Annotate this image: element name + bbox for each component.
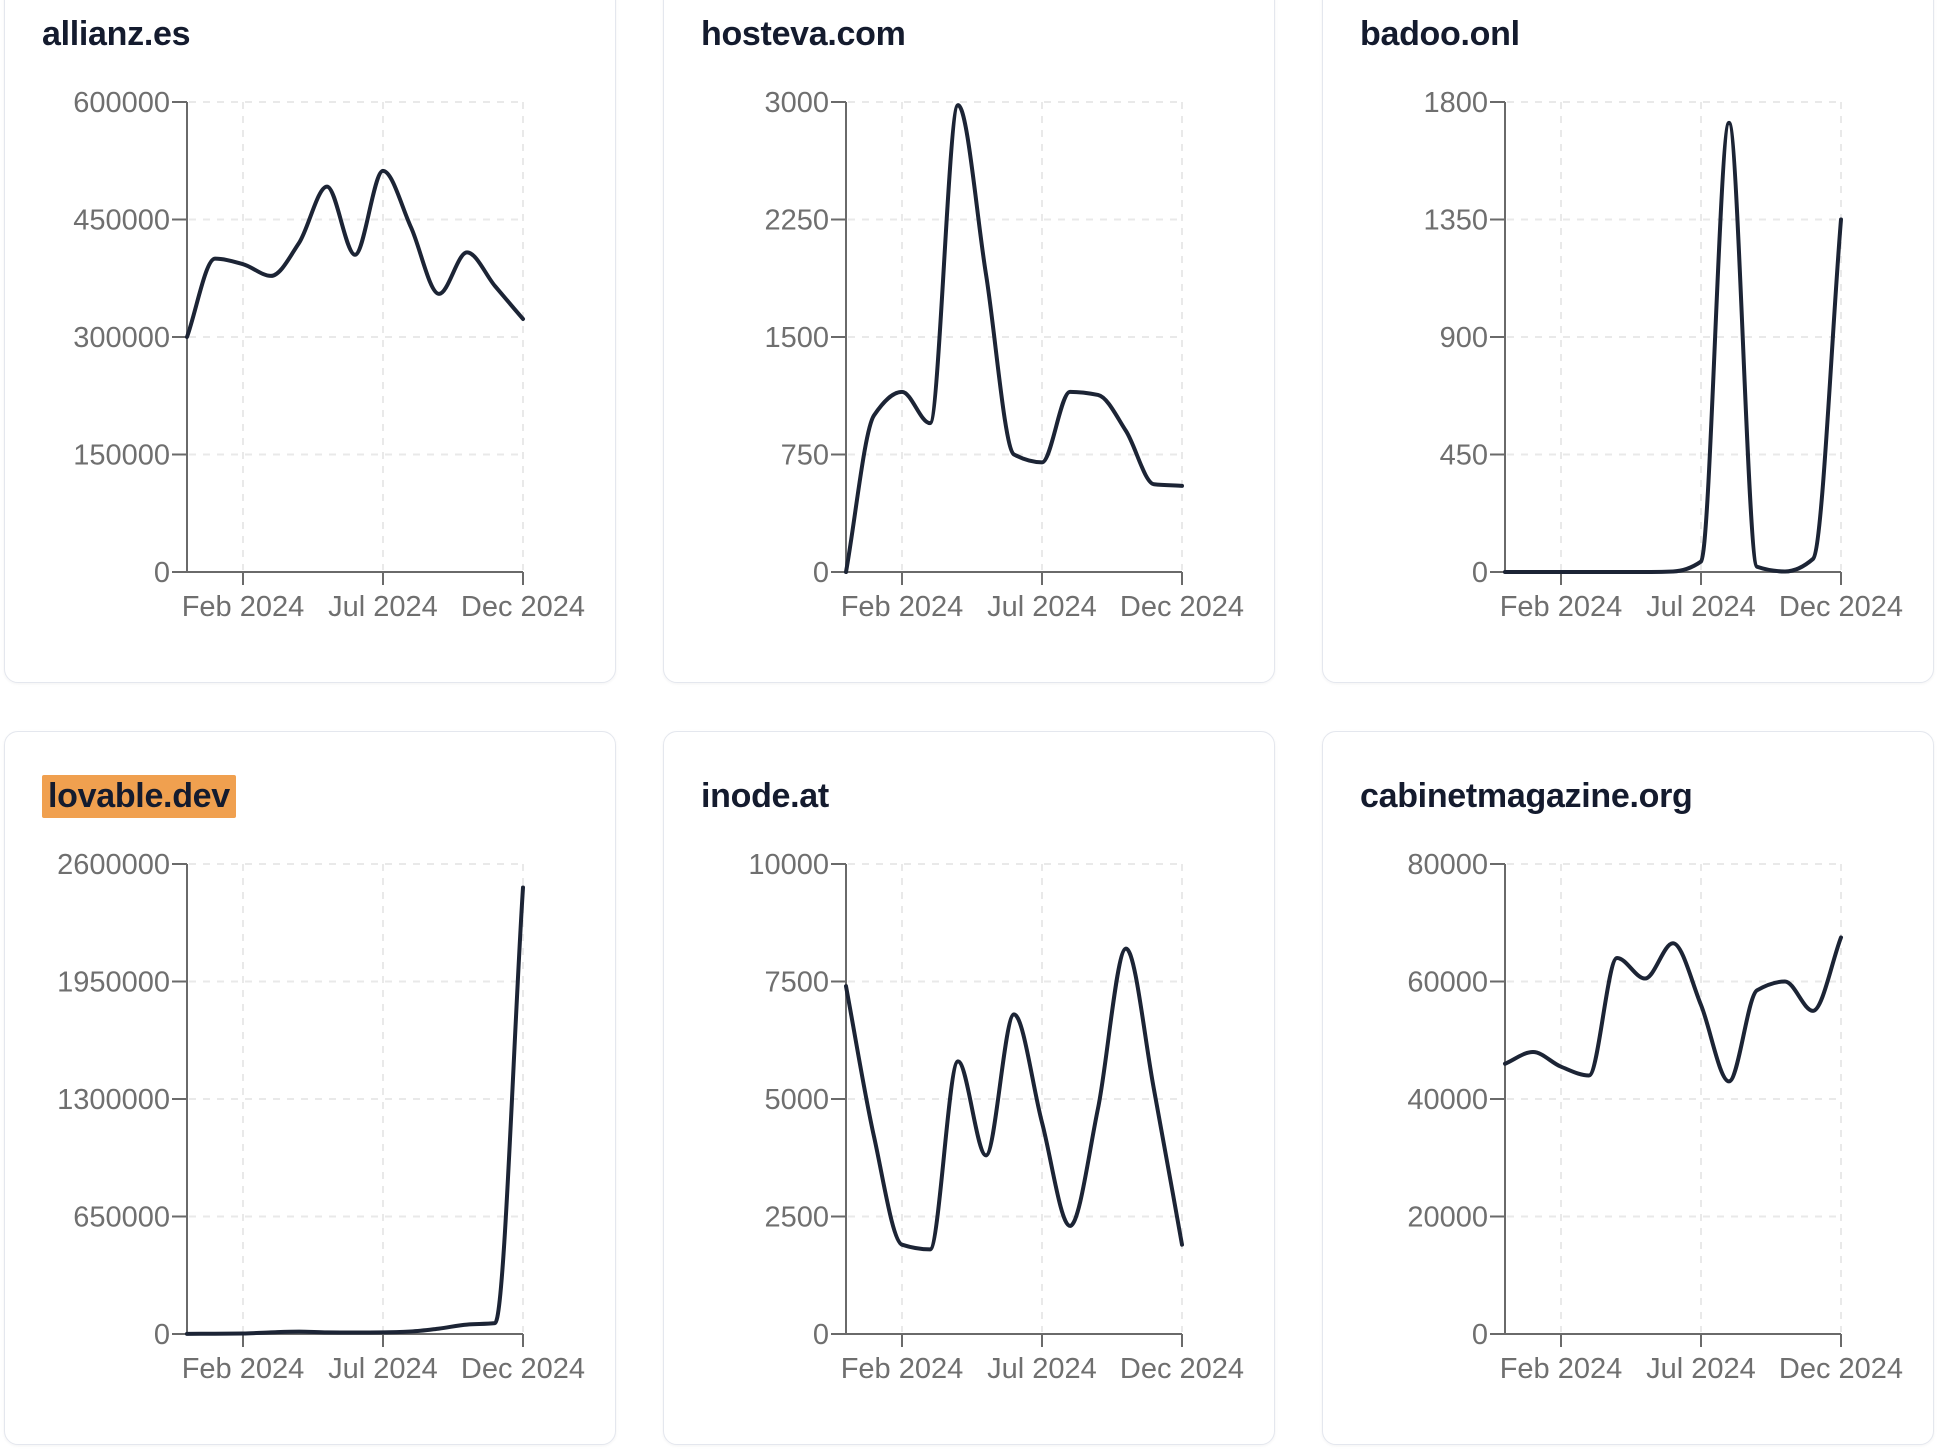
x-tick-label: Jul 2024 xyxy=(987,591,1097,623)
x-tick-label: Dec 2024 xyxy=(461,1353,585,1385)
trend-chart: 0 150000 300000 450000 600000 Feb 2024 Jul 202… xyxy=(73,87,585,623)
y-tick-label: 600000 xyxy=(73,87,170,119)
y-tick-label: 20000 xyxy=(1407,1202,1488,1234)
y-tick-label: 150000 xyxy=(73,440,170,472)
card-title: badoo.onl xyxy=(1360,14,1520,54)
x-tick-label: Dec 2024 xyxy=(1120,591,1244,623)
trend-line xyxy=(1503,935,1843,1084)
y-tick-label: 60000 xyxy=(1407,967,1488,999)
domain-card[interactable]: allianz.es 0 150000 300000 450000 600000 Feb 2… xyxy=(4,0,616,683)
y-tick-label: 7500 xyxy=(764,967,829,999)
trend-line xyxy=(844,946,1184,1252)
trend-line xyxy=(185,168,525,339)
y-tick-label: 2500 xyxy=(764,1202,829,1234)
domain-card[interactable]: cabinetmagazine.org 0 20000 40000 60000 80000… xyxy=(1322,731,1934,1445)
y-tick-label: 1500 xyxy=(764,322,829,354)
x-tick-label: Jul 2024 xyxy=(1646,591,1756,623)
domain-card[interactable]: hosteva.com 0 750 1500 2250 3000 Feb 2024 Jul 2… xyxy=(663,0,1275,683)
card-title: inode.at xyxy=(701,776,829,816)
card-title-text: allianz.es xyxy=(42,15,191,53)
trend-chart: 0 2500 5000 7500 10000 Feb 2024 Jul 2024 Dec 20… xyxy=(748,849,1244,1385)
domain-card[interactable]: inode.at 0 2500 5000 7500 10000 Feb 2024 Jul 20… xyxy=(663,731,1275,1445)
y-tick-label: 300000 xyxy=(73,322,170,354)
x-tick-label: Jul 2024 xyxy=(987,1353,1097,1385)
y-tick-label: 2250 xyxy=(764,205,829,237)
y-tick-label: 0 xyxy=(813,557,829,589)
x-tick-label: Feb 2024 xyxy=(1500,1353,1623,1385)
x-tick-label: Feb 2024 xyxy=(182,591,305,623)
y-tick-label: 40000 xyxy=(1407,1084,1488,1116)
y-tick-label: 1800 xyxy=(1423,87,1488,119)
card-title-text: inode.at xyxy=(701,777,829,815)
x-tick-label: Jul 2024 xyxy=(328,591,438,623)
y-tick-label: 0 xyxy=(1472,557,1488,589)
trend-line xyxy=(185,885,525,1336)
x-tick-label: Jul 2024 xyxy=(328,1353,438,1385)
trend-line xyxy=(1503,120,1843,574)
y-tick-label: 2600000 xyxy=(57,849,170,881)
trend-chart: 0 20000 40000 60000 80000 Feb 2024 Jul 2024 Dec… xyxy=(1407,849,1903,1385)
x-tick-label: Dec 2024 xyxy=(1779,1353,1903,1385)
y-tick-label: 0 xyxy=(813,1319,829,1351)
card-title: allianz.es xyxy=(42,14,191,54)
y-tick-label: 0 xyxy=(154,1319,170,1351)
card-title-text: cabinetmagazine.org xyxy=(1360,777,1693,815)
x-tick-label: Dec 2024 xyxy=(461,591,585,623)
y-tick-label: 900 xyxy=(1440,322,1488,354)
x-tick-label: Dec 2024 xyxy=(1120,1353,1244,1385)
trend-chart: 0 750 1500 2250 3000 Feb 2024 Jul 2024 Dec 2024 xyxy=(764,87,1244,623)
x-tick-label: Dec 2024 xyxy=(1779,591,1903,623)
y-tick-label: 10000 xyxy=(748,849,829,881)
card-title: cabinetmagazine.org xyxy=(1360,776,1693,816)
y-tick-label: 1350 xyxy=(1423,205,1488,237)
card-title: lovable.dev xyxy=(42,775,236,818)
card-title-text: badoo.onl xyxy=(1360,15,1520,53)
trend-line xyxy=(844,103,1184,574)
domain-card[interactable]: lovable.dev 0 650000 1300000 1950000 2600000 F… xyxy=(4,731,616,1445)
card-title-text: hosteva.com xyxy=(701,15,906,53)
y-tick-label: 750 xyxy=(781,440,829,472)
y-tick-label: 450 xyxy=(1440,440,1488,472)
y-tick-label: 0 xyxy=(1472,1319,1488,1351)
card-title: hosteva.com xyxy=(701,14,906,54)
trend-chart: 0 650000 1300000 1950000 2600000 Feb 2024 Jul … xyxy=(57,849,585,1385)
y-tick-label: 3000 xyxy=(764,87,829,119)
x-tick-label: Feb 2024 xyxy=(841,1353,964,1385)
x-tick-label: Feb 2024 xyxy=(841,591,964,623)
y-tick-label: 650000 xyxy=(73,1202,170,1234)
y-tick-label: 450000 xyxy=(73,205,170,237)
x-tick-label: Feb 2024 xyxy=(1500,591,1623,623)
trend-chart: 0 450 900 1350 1800 Feb 2024 Jul 2024 Dec 2024 xyxy=(1423,87,1903,623)
x-tick-label: Feb 2024 xyxy=(182,1353,305,1385)
y-tick-label: 1300000 xyxy=(57,1084,170,1116)
y-tick-label: 0 xyxy=(154,557,170,589)
y-tick-label: 80000 xyxy=(1407,849,1488,881)
card-title-text-highlighted: lovable.dev xyxy=(42,775,236,818)
y-tick-label: 1950000 xyxy=(57,967,170,999)
x-tick-label: Jul 2024 xyxy=(1646,1353,1756,1385)
y-tick-label: 5000 xyxy=(764,1084,829,1116)
domain-card[interactable]: badoo.onl 0 450 900 1350 1800 Feb 2024 Jul 2024… xyxy=(1322,0,1934,683)
